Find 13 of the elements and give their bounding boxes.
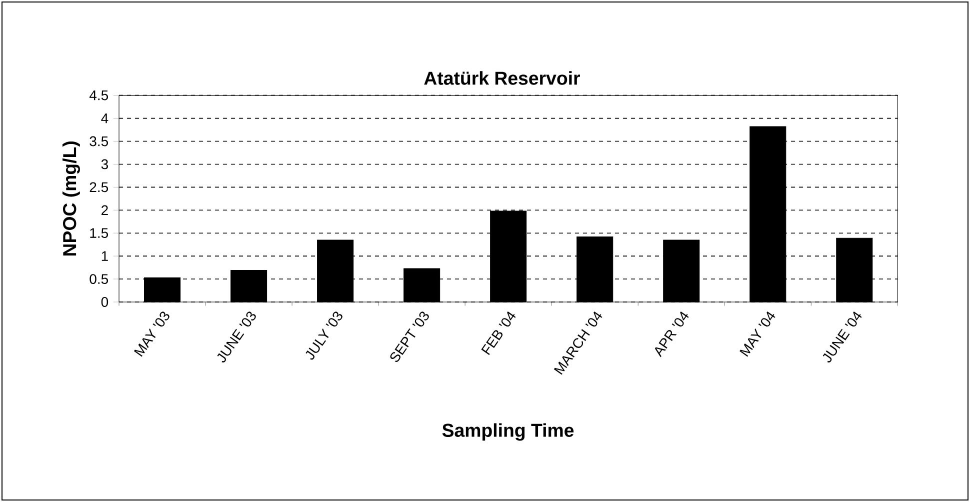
- y-tick-label: 2: [102, 205, 108, 216]
- chart-title: Atatürk Reservoir: [424, 71, 580, 85]
- y-tick-label: 4.5: [89, 90, 108, 100]
- y-tick-label: 0: [101, 297, 108, 307]
- y-tick-label: 1: [102, 251, 108, 261]
- y-axis-title: NPOC (mg/L): [62, 142, 80, 256]
- y-tick-label: 4: [101, 113, 108, 124]
- y-tick-label: 2.5: [90, 182, 108, 192]
- y-tick-label: 3.5: [90, 136, 108, 146]
- x-axis-title: Sampling Time: [442, 423, 574, 441]
- y-tick-label: 1.5: [90, 228, 108, 238]
- y-tick-label: 3: [101, 159, 108, 170]
- y-tick-label: 0.5: [90, 274, 108, 284]
